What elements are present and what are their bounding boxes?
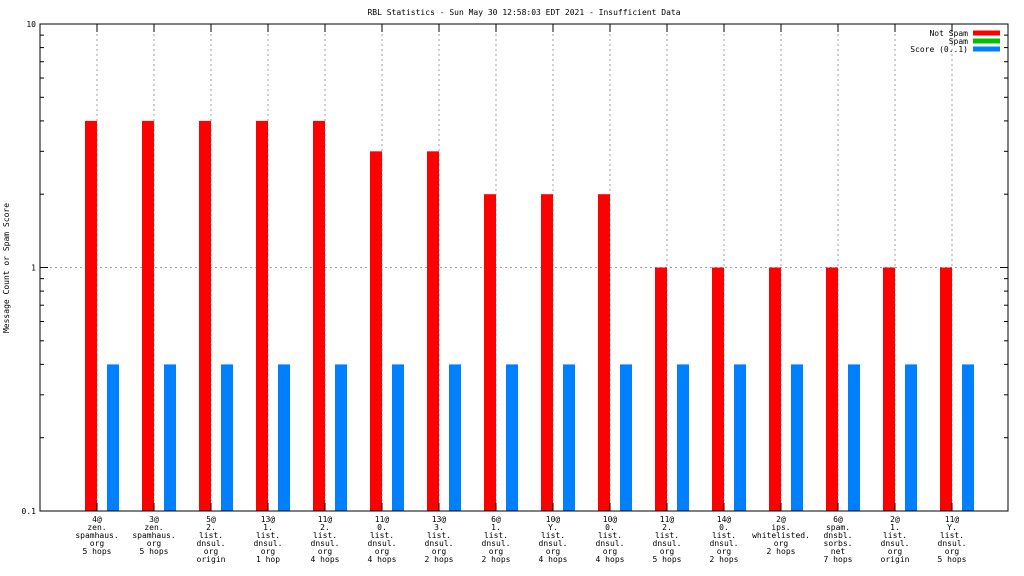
bar-not-spam [883,267,895,511]
bar-not-spam [940,267,952,511]
bar-score-0-1 [791,364,803,511]
grid-lines [40,24,1008,511]
bar-not-spam [427,151,439,511]
bar-not-spam [199,120,211,512]
x-tick-label: 13@ 3. list. dnsul. org 2 hops [425,515,454,564]
bar-score-0-1 [335,364,347,511]
legend-swatch [973,46,1000,52]
bar-score-0-1 [506,364,518,511]
bar-not-spam [826,267,838,511]
x-tick-label: 11@ 2. list. dnsul. org 5 hops [653,515,682,564]
x-tick-label: 3@ zen. spamhaus. org 5 hops [132,515,175,556]
x-tick-label: 11@ 2. list. dnsul. org 4 hops [311,515,340,564]
x-tick-label: 10@ 0. list. dnsul. org 4 hops [596,515,625,564]
x-tick-label: 13@ 1. list. dnsul. org 1 hop [254,515,283,564]
bar-score-0-1 [962,364,974,511]
bar-not-spam [712,267,724,511]
bars [85,120,974,512]
axes: 0.1 1 10 4@ zen. spamhaus. org 5 hops 3@ zen. spam… [22,20,1008,564]
chart-title: RBL Statistics - Sun May 30 12:58:03 EDT… [367,8,680,17]
legend-swatch [973,30,1000,36]
bar-not-spam [769,267,781,511]
x-tick-label: 2@ ips. whitelisted. org 2 hops [752,515,810,556]
bar-score-0-1 [392,364,404,511]
bar-not-spam [655,267,667,511]
bar-not-spam [256,120,268,512]
bar-score-0-1 [563,364,575,511]
bar-score-0-1 [164,364,176,511]
x-tick-label: 6@ 1. list. dnsul. org 2 hops [482,515,511,564]
x-tick-label: 4@ zen. spamhaus. org 5 hops [75,515,118,556]
legend-swatch [973,38,1000,44]
bar-score-0-1 [221,364,233,511]
bar-score-0-1 [677,364,689,511]
legend-label: Spam [949,37,968,46]
bar-score-0-1 [848,364,860,511]
bar-score-0-1 [620,364,632,511]
y-axis-label: Message Count or Spam Score [2,203,11,333]
y-tick-label: 1 [31,264,36,273]
x-tick-label: 5@ 2. list. dnsul. org origin [197,515,226,564]
bar-score-0-1 [905,364,917,511]
bar-not-spam [484,194,496,511]
bar-not-spam [85,120,97,512]
bar-score-0-1 [278,364,290,511]
x-tick-label: 6@ spam. dnsbl. sorbs. net 7 hops [824,515,853,564]
bar-not-spam [313,120,325,512]
bar-not-spam [541,194,553,511]
x-tick-label: 10@ Y. list. dnsul. org 4 hops [539,515,568,564]
bar-not-spam [598,194,610,511]
x-tick-label: 14@ 0. list. dnsul. org 2 hops [710,515,739,564]
x-tick-label: 11@ Y. list. dnsul. org 5 hops [938,515,967,564]
bar-not-spam [142,120,154,512]
bar-not-spam [370,151,382,511]
bar-score-0-1 [734,364,746,511]
legend-label: Not Spam [929,29,968,38]
y-tick-label: 0.1 [22,507,37,516]
legend-label: Score (0..1) [910,45,968,54]
y-tick-label: 10 [26,20,36,29]
x-tick-label: 2@ 1. list. dnsul. org origin [881,515,910,564]
x-tick-label: 11@ 0. list. dnsul. org 4 hops [368,515,397,564]
bar-score-0-1 [449,364,461,511]
bar-score-0-1 [107,364,119,511]
